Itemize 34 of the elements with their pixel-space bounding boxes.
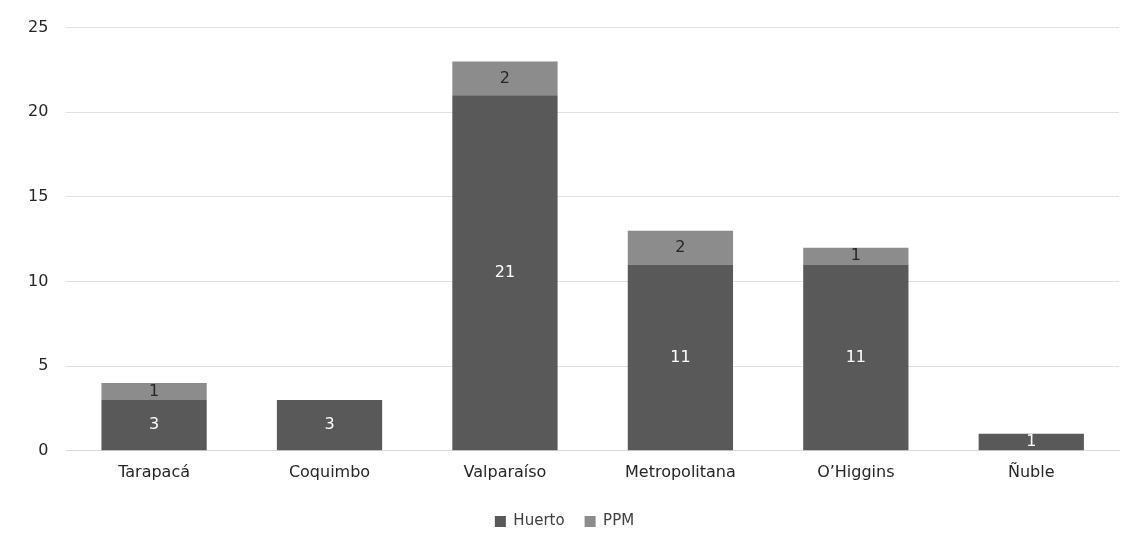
data-label: 11	[845, 346, 867, 366]
x-tick-label: Tarapacá	[117, 461, 191, 481]
data-label: 11	[670, 346, 691, 366]
x-tick-label: O’Higgins	[817, 461, 895, 481]
legend-label: Huerto	[513, 511, 565, 530]
bar	[101, 383, 207, 401]
y-tick-label: 15	[28, 186, 49, 206]
data-label: 1	[850, 245, 861, 265]
bar	[627, 264, 734, 451]
bar	[803, 247, 909, 265]
bar	[627, 230, 734, 265]
legend-label: PPM	[603, 511, 635, 530]
bar	[452, 61, 558, 96]
data-label: 2	[675, 236, 686, 256]
x-tick-label: Metropolitana	[625, 461, 736, 481]
data-label: 1	[1026, 431, 1037, 451]
data-label: 3	[324, 414, 335, 434]
bar	[101, 400, 207, 451]
y-tick-label: 20	[28, 101, 49, 121]
bar	[803, 264, 909, 451]
data-label: 1	[148, 380, 160, 400]
y-tick-label: 0	[38, 439, 49, 459]
x-tick-label: Coquimbo	[288, 461, 371, 481]
data-label: 2	[499, 67, 511, 87]
y-tick-label: 25	[28, 16, 49, 36]
x-tick-label: Ñuble	[1008, 461, 1055, 481]
x-tick-label: Valparaíso	[463, 461, 547, 481]
y-tick-label: 10	[28, 270, 49, 290]
bar	[978, 433, 1084, 451]
bar	[276, 400, 383, 451]
y-tick-label: 5	[38, 355, 49, 375]
data-label: 3	[148, 414, 160, 434]
data-label: 21	[494, 261, 516, 281]
bar	[452, 95, 558, 451]
